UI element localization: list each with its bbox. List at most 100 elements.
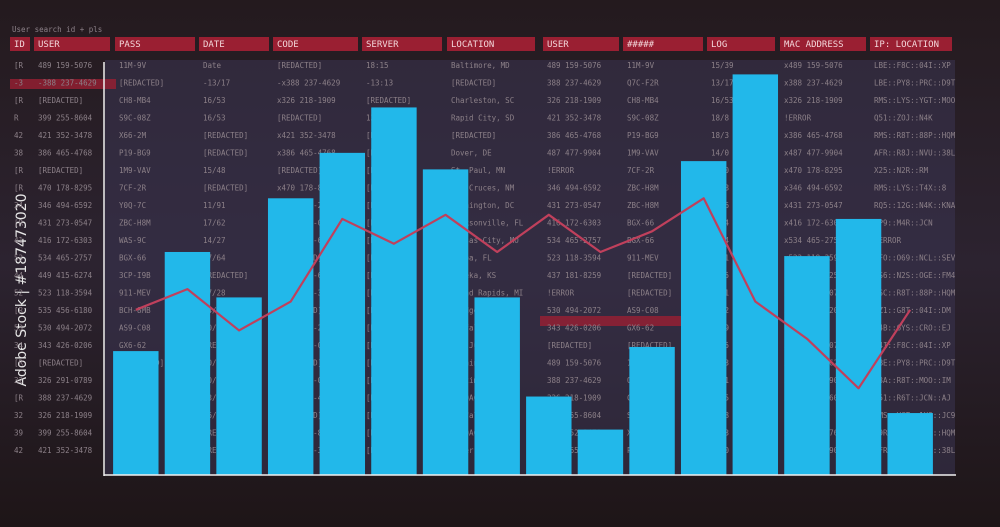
header-label: DATE bbox=[203, 40, 225, 50]
table-cell: P19-BG9 bbox=[627, 131, 659, 140]
table-cell: R bbox=[14, 114, 19, 123]
table-cell: 17/28 bbox=[203, 289, 226, 298]
highlight-row bbox=[540, 316, 710, 326]
table-cell: [REDACTED] bbox=[366, 96, 411, 105]
table-cell: [REDACTED] bbox=[277, 114, 322, 123]
table-cell: 911-MEV bbox=[119, 289, 151, 298]
table-cell: Charleston, SC bbox=[451, 96, 514, 105]
table-cell: 326 218-1909 bbox=[547, 394, 601, 403]
table-cell: 17/62 bbox=[203, 219, 226, 228]
table-cell: 16/53 bbox=[203, 114, 226, 123]
table-cell: 530 494-2072 bbox=[547, 306, 601, 315]
header-label: PASS bbox=[119, 40, 141, 50]
bar bbox=[680, 161, 727, 475]
table-cell: 386 465-4768 bbox=[38, 149, 93, 158]
table-cell: [REDACTED] bbox=[203, 184, 248, 193]
table-cell: [R bbox=[14, 96, 24, 105]
table-cell: [R bbox=[14, 306, 24, 315]
table-cell: Tampa, FL bbox=[451, 254, 492, 263]
table-cell: RP9::M4R::JCN bbox=[874, 219, 933, 228]
table-cell: [REDACTED] bbox=[627, 289, 672, 298]
table-cell: WAS-9C bbox=[119, 236, 146, 245]
header-label: ID bbox=[14, 40, 25, 50]
table-cell: AS9-C08 bbox=[119, 324, 151, 333]
table-cell: 326 218-1909 bbox=[38, 411, 92, 420]
line bbox=[135, 197, 912, 390]
header-label: LOG bbox=[711, 40, 727, 50]
header-label: IP: LOCATION bbox=[874, 40, 939, 50]
bar bbox=[577, 429, 624, 475]
table-cell: Q51::R6T::JCN::AJ bbox=[874, 394, 951, 403]
table-cell: 421 352-3478 bbox=[547, 429, 602, 438]
table-cell: X66-2M bbox=[119, 131, 147, 140]
table-cell: 8S6::N2S::OGE::FM4 bbox=[874, 271, 956, 280]
table-cell: x416 172-6303 bbox=[784, 219, 843, 228]
table-cell: [R bbox=[14, 359, 24, 368]
table-cell: 343 426-0206 bbox=[547, 324, 602, 333]
table-cell: x386 465-4768 bbox=[277, 149, 336, 158]
table-cell: 5FO::O69::NCL::SEV bbox=[874, 254, 956, 263]
table-cell: 326 291-0789 bbox=[38, 376, 92, 385]
table-cell: RMS::R8T::88P::HQM bbox=[874, 131, 956, 140]
table-cell: 470 178-8295 bbox=[38, 184, 92, 193]
table-cell: [REDACTED] bbox=[203, 131, 248, 140]
table-cell: 18:15 bbox=[366, 61, 389, 70]
table-cell: 1M9-VAV bbox=[119, 166, 151, 175]
table-cell: 16/53 bbox=[203, 96, 226, 105]
table-cell: 489 159-5076 bbox=[547, 61, 602, 70]
table-cell: [REDACTED] bbox=[38, 166, 83, 175]
table-cell: Dover, DE bbox=[451, 446, 492, 455]
table-cell: -3 bbox=[14, 79, 23, 88]
table-cell: LBE::F8C::04I::XP bbox=[874, 61, 951, 70]
table-cell: -13:13 bbox=[366, 79, 393, 88]
table-cell: BGX-66 bbox=[627, 219, 655, 228]
table-cell: RMS::LYS::YGT::MOO bbox=[874, 96, 956, 105]
table-cell: 52 bbox=[14, 289, 23, 298]
header-cell bbox=[273, 37, 358, 51]
table-cell: !ERROR bbox=[547, 289, 575, 298]
table-cell: 16/53 bbox=[203, 411, 226, 420]
table-cell: 15/48 bbox=[203, 166, 226, 175]
header-label: USER bbox=[547, 40, 569, 50]
bar bbox=[732, 74, 779, 475]
table-cell: [REDACTED] bbox=[203, 149, 248, 158]
table-cell: 346 494-6592 bbox=[38, 201, 92, 210]
table-cell: 32 bbox=[14, 376, 23, 385]
table-cell: [REDACTED] bbox=[203, 271, 248, 280]
table-cell: 346 494-6592 bbox=[547, 184, 601, 193]
table-cell: 523 118-3594 bbox=[547, 254, 602, 263]
table-cell: 44 bbox=[14, 271, 24, 280]
table-cell: 11M-9V bbox=[119, 61, 147, 70]
header-cell bbox=[34, 37, 110, 51]
header-label: LOCATION bbox=[451, 40, 494, 50]
highlight-row bbox=[10, 79, 116, 89]
table-cell: 431 273-0547 bbox=[547, 201, 601, 210]
table-cell: 489 159-5076 bbox=[547, 359, 602, 368]
bar bbox=[422, 169, 469, 475]
table-cell: 534 465-2757 bbox=[38, 254, 92, 263]
table-cell: 6Z1::G8T::04I::DM bbox=[874, 306, 951, 315]
header-cell bbox=[10, 37, 30, 51]
table-cell: GX6-62 bbox=[119, 341, 146, 350]
bar bbox=[835, 218, 882, 475]
table-cell: x534 465-2757 bbox=[784, 236, 843, 245]
table-cell: 431 273-0547 bbox=[38, 219, 92, 228]
bar bbox=[319, 152, 366, 476]
table-cell: 386 465-4768 bbox=[547, 131, 602, 140]
table-cell: 911-MEV bbox=[627, 254, 659, 263]
table-cell: ISC::R8T::88P::HQM bbox=[874, 289, 956, 298]
table-cell: 388 237-4629 bbox=[547, 79, 601, 88]
table-cell: [REDACTED] bbox=[627, 341, 672, 350]
table-cell: [REDACTED] bbox=[119, 79, 164, 88]
table-cell: 523 118-3594 bbox=[38, 289, 93, 298]
table-cell: 421 352-3478 bbox=[38, 131, 93, 140]
table-cell: 39 bbox=[14, 429, 23, 438]
table-cell: Las Cruces, NM bbox=[451, 184, 515, 193]
table-cell: x470 178-8295 bbox=[277, 184, 336, 193]
bar bbox=[629, 346, 675, 475]
header-cell bbox=[115, 37, 195, 51]
table-cell: 34 bbox=[14, 341, 24, 350]
table-cell: 326 218-1909 bbox=[547, 96, 601, 105]
header-cell bbox=[543, 37, 619, 51]
table-cell: [R bbox=[14, 166, 24, 175]
